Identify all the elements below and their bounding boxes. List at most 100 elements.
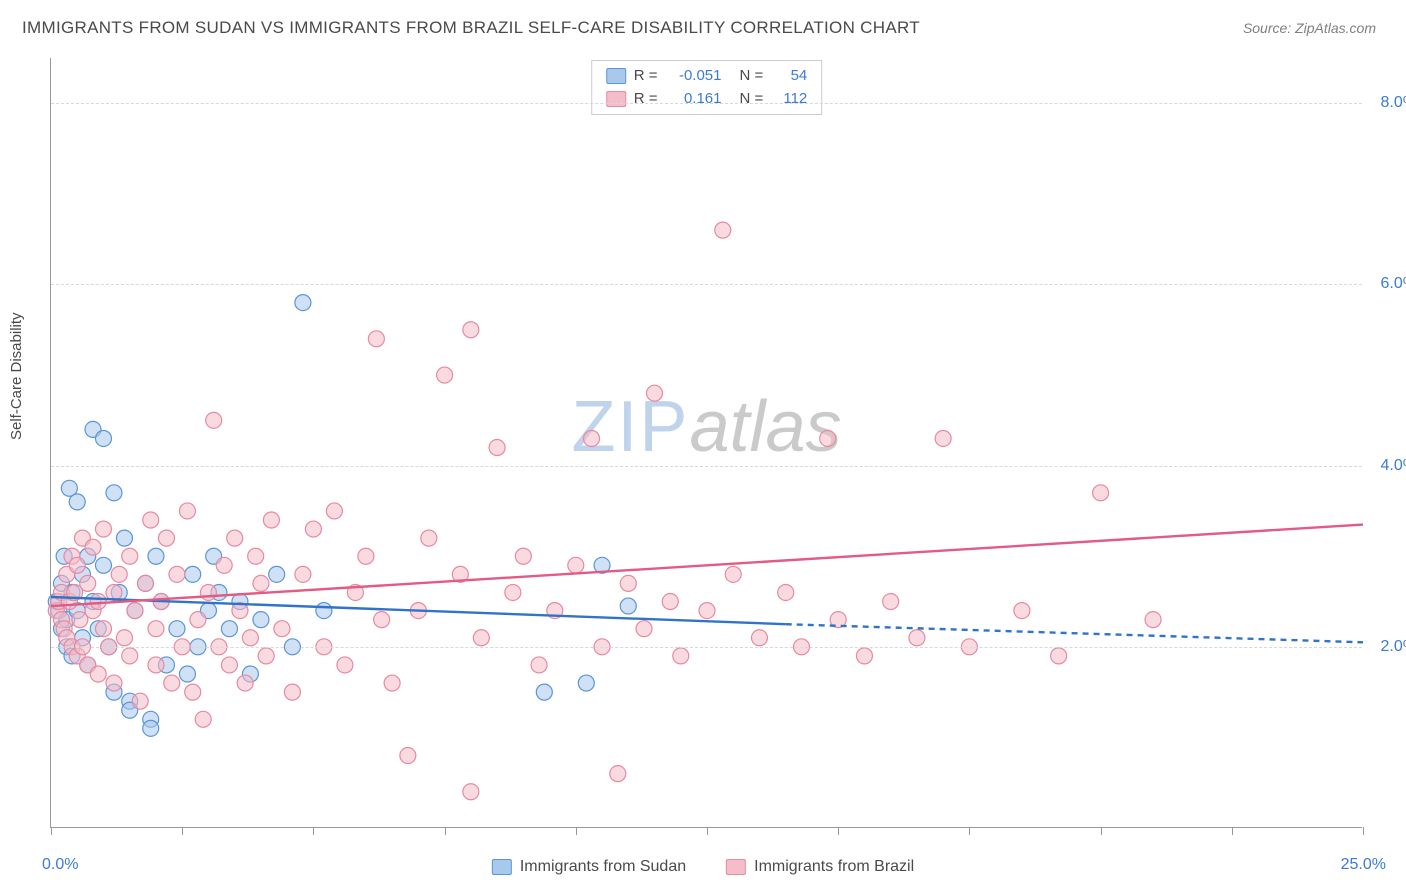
chart-svg [51, 58, 1362, 827]
data-point [111, 566, 127, 582]
data-point [221, 657, 237, 673]
plot-area: ZIPatlas R = -0.051 N = 54 R = 0.161 N =… [50, 58, 1362, 828]
data-point [269, 566, 285, 582]
data-point [253, 575, 269, 591]
data-point [647, 385, 663, 401]
data-point [227, 530, 243, 546]
data-point [221, 621, 237, 637]
data-point [1145, 612, 1161, 628]
legend-swatch [606, 91, 626, 107]
x-tick [445, 827, 446, 835]
data-point [185, 566, 201, 582]
gridline [51, 647, 1362, 648]
data-point [909, 630, 925, 646]
data-point [158, 530, 174, 546]
data-point [132, 693, 148, 709]
legend-item: Immigrants from Sudan [492, 858, 686, 876]
data-point [662, 594, 678, 610]
data-point [127, 603, 143, 619]
data-point [463, 784, 479, 800]
n-value: 112 [771, 88, 807, 111]
data-point [778, 584, 794, 600]
data-point [253, 612, 269, 628]
data-point [610, 766, 626, 782]
x-tick [1232, 827, 1233, 835]
y-axis-label: Self-Care Disability [8, 312, 25, 440]
data-point [69, 494, 85, 510]
data-point [295, 566, 311, 582]
data-point [326, 503, 342, 519]
data-point [531, 657, 547, 673]
data-point [179, 666, 195, 682]
data-point [237, 675, 253, 691]
x-tick [313, 827, 314, 835]
data-point [143, 512, 159, 528]
r-value: -0.051 [666, 65, 722, 88]
data-point [164, 675, 180, 691]
data-point [216, 557, 232, 573]
data-point [374, 612, 390, 628]
legend-swatch [726, 859, 746, 875]
y-tick-label: 4.0% [1381, 457, 1406, 475]
data-point [620, 598, 636, 614]
data-point [463, 322, 479, 338]
data-point [856, 648, 872, 664]
data-point [116, 630, 132, 646]
r-label: R = [634, 88, 658, 111]
data-point [274, 621, 290, 637]
data-point [715, 222, 731, 238]
data-point [258, 648, 274, 664]
data-point [883, 594, 899, 610]
x-axis-max-label: 25.0% [1341, 856, 1386, 874]
data-point [248, 548, 264, 564]
data-point [305, 521, 321, 537]
legend-swatch [606, 68, 626, 84]
gridline [51, 466, 1362, 467]
data-point [316, 603, 332, 619]
data-point [106, 485, 122, 501]
r-label: R = [634, 65, 658, 88]
data-point [122, 548, 138, 564]
chart-title: IMMIGRANTS FROM SUDAN VS IMMIGRANTS FROM… [22, 18, 920, 38]
data-point [368, 331, 384, 347]
n-value: 54 [771, 65, 807, 88]
data-point [820, 430, 836, 446]
data-point [437, 367, 453, 383]
n-label: N = [740, 65, 764, 88]
data-point [284, 684, 300, 700]
y-tick-label: 6.0% [1381, 275, 1406, 293]
data-point [169, 566, 185, 582]
data-point [90, 666, 106, 682]
x-tick [838, 827, 839, 835]
data-point [69, 557, 85, 573]
data-point [751, 630, 767, 646]
data-point [116, 530, 132, 546]
data-point [515, 548, 531, 564]
data-point [636, 621, 652, 637]
data-point [195, 711, 211, 727]
data-point [699, 603, 715, 619]
data-point [473, 630, 489, 646]
data-point [169, 621, 185, 637]
trend-line-dashed [786, 624, 1363, 642]
x-tick [51, 827, 52, 835]
data-point [106, 675, 122, 691]
data-point [122, 648, 138, 664]
data-point [935, 430, 951, 446]
gridline [51, 103, 1362, 104]
data-point [1051, 648, 1067, 664]
data-point [148, 657, 164, 673]
x-tick [1101, 827, 1102, 835]
legend-label: Immigrants from Brazil [754, 858, 914, 876]
data-point [1014, 603, 1030, 619]
x-tick [707, 827, 708, 835]
data-point [358, 548, 374, 564]
x-axis-min-label: 0.0% [42, 856, 78, 874]
legend-swatch [492, 859, 512, 875]
data-point [620, 575, 636, 591]
legend-label: Immigrants from Sudan [520, 858, 686, 876]
data-point [337, 657, 353, 673]
data-point [421, 530, 437, 546]
gridline [51, 284, 1362, 285]
data-point [148, 621, 164, 637]
